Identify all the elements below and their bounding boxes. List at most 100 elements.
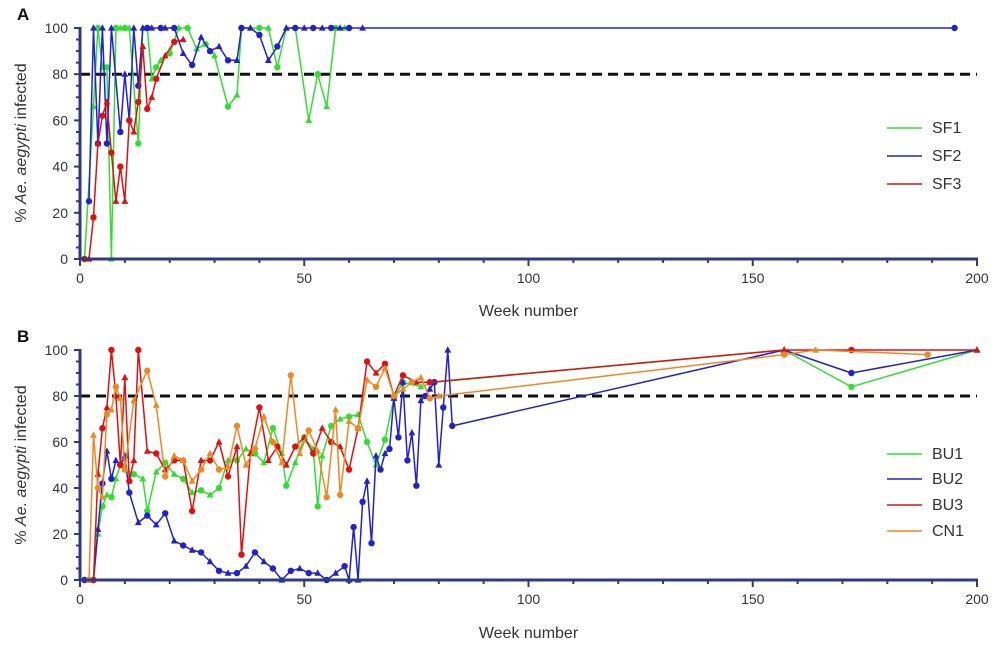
data-point <box>399 385 407 392</box>
data-point <box>144 512 151 519</box>
legend-label: BU1 <box>932 446 963 463</box>
data-point <box>296 449 304 457</box>
data-point <box>327 422 335 430</box>
y-axis-title: % Ae. aegypti infected <box>13 385 30 544</box>
data-point <box>318 424 326 431</box>
x-tick-label: 100 <box>517 591 541 607</box>
data-point <box>94 470 102 477</box>
y-axis-title-part: % <box>13 204 30 223</box>
data-point <box>130 396 138 404</box>
data-point <box>848 383 855 390</box>
data-point <box>99 425 106 432</box>
y-tick-label: 100 <box>45 20 69 36</box>
data-point <box>224 463 232 470</box>
data-point <box>206 491 214 498</box>
data-point <box>170 470 178 477</box>
data-point <box>390 392 398 400</box>
data-point <box>282 24 290 31</box>
data-point <box>197 487 205 494</box>
y-tick-label: 60 <box>52 112 68 128</box>
data-point <box>327 438 335 446</box>
data-point <box>951 24 958 32</box>
x-tick-label: 0 <box>76 591 84 607</box>
data-point <box>103 98 111 105</box>
data-point <box>256 24 263 32</box>
data-point <box>323 494 330 501</box>
data-point <box>260 458 268 466</box>
data-point <box>345 413 353 420</box>
data-point <box>153 64 160 71</box>
data-point <box>179 49 187 57</box>
data-point <box>260 557 268 565</box>
data-point <box>417 383 425 390</box>
data-point <box>197 456 205 463</box>
data-point <box>117 128 124 136</box>
series-line-sf3 <box>84 38 184 260</box>
y-tick-label: 60 <box>52 434 68 450</box>
data-point <box>206 557 214 565</box>
data-point <box>215 567 223 574</box>
y-axis-title-part: infected <box>13 385 30 445</box>
data-point <box>336 24 344 31</box>
data-point <box>126 477 133 485</box>
data-point <box>372 383 380 390</box>
data-point <box>287 567 294 574</box>
data-point <box>197 466 205 473</box>
data-point <box>350 523 357 531</box>
series-cn1 <box>85 346 931 584</box>
data-point <box>332 569 340 576</box>
data-point <box>354 425 362 432</box>
panel-letter: B <box>17 327 29 346</box>
data-point <box>112 24 120 32</box>
data-point <box>144 24 151 32</box>
data-point <box>99 112 106 119</box>
data-point <box>152 521 160 528</box>
data-point <box>103 64 111 71</box>
data-point <box>233 422 241 430</box>
data-point <box>130 456 138 463</box>
data-point <box>197 549 205 556</box>
legend-label: BU2 <box>932 471 963 488</box>
data-point <box>90 214 97 221</box>
data-point <box>161 51 169 59</box>
data-point <box>144 367 151 374</box>
legend-label: SF3 <box>932 176 961 193</box>
data-point <box>179 475 187 482</box>
data-point <box>848 369 855 377</box>
x-tick-label: 150 <box>741 591 765 607</box>
data-point <box>363 438 371 446</box>
panel-letter: A <box>17 5 29 24</box>
data-point <box>251 445 259 453</box>
data-point <box>426 379 434 386</box>
data-point <box>206 47 214 55</box>
data-point <box>197 33 205 40</box>
series-line-bu3 <box>92 349 977 581</box>
data-point <box>345 24 353 32</box>
data-point <box>108 475 115 482</box>
y-tick-label: 100 <box>45 342 69 358</box>
data-point <box>206 449 214 457</box>
data-point <box>215 484 223 492</box>
data-point <box>292 24 299 32</box>
data-point <box>291 458 299 466</box>
series-bu3 <box>90 346 981 584</box>
data-point <box>170 537 178 544</box>
data-point <box>224 103 232 110</box>
data-point <box>144 507 151 515</box>
data-point <box>126 489 133 496</box>
data-point <box>188 477 196 484</box>
data-point <box>224 569 232 576</box>
data-point <box>116 394 124 401</box>
data-point <box>251 549 259 556</box>
data-point <box>381 449 389 457</box>
data-point <box>99 24 106 31</box>
data-point <box>139 475 147 482</box>
data-point <box>130 471 138 478</box>
data-point <box>135 346 142 354</box>
data-point <box>130 24 138 31</box>
data-point <box>269 438 277 446</box>
data-point <box>188 488 196 496</box>
data-point <box>112 456 120 463</box>
data-point <box>238 24 245 32</box>
